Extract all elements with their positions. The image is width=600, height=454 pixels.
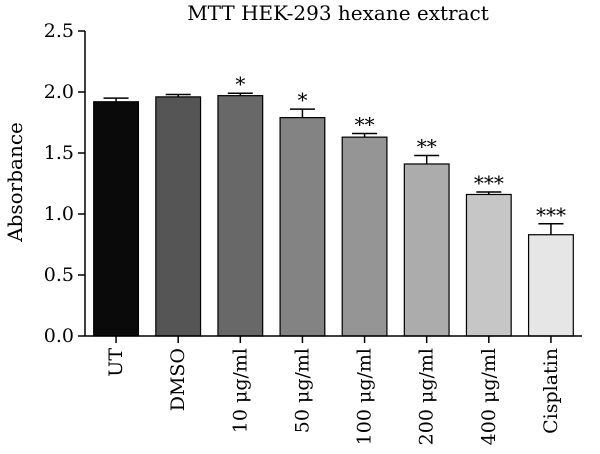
significance-label: ** bbox=[355, 112, 375, 136]
y-tick-label: 0.0 bbox=[44, 325, 74, 347]
significance-label: *** bbox=[474, 171, 504, 195]
error-bars-layer bbox=[103, 92, 564, 235]
chart-title: MTT HEK-293 hexane extract bbox=[187, 1, 489, 25]
significance-label: ** bbox=[417, 134, 437, 158]
y-tick-label: 1.0 bbox=[44, 203, 74, 225]
bar bbox=[93, 101, 140, 337]
x-tick-label: Cisplatin bbox=[540, 348, 562, 434]
y-axis-label: Absorbance bbox=[3, 122, 27, 243]
x-tick-label: 50 μg/ml bbox=[291, 348, 313, 433]
significance-label: *** bbox=[536, 203, 566, 227]
y-tick-label: 0.5 bbox=[44, 264, 74, 286]
y-ticks-layer: 0.0 0.5 1.0 1.5 2.0 2.5 bbox=[44, 20, 85, 347]
y-tick-label: 1.5 bbox=[44, 142, 74, 164]
x-tick-label: DMSO bbox=[167, 348, 189, 411]
bar bbox=[465, 193, 512, 337]
x-ticks-layer: UT DMSO 10 μg/ml 50 μg/ml 100 μg/ml 200 μg/ml… bbox=[105, 336, 562, 445]
bar bbox=[341, 136, 388, 337]
significance-label: * bbox=[297, 88, 307, 112]
significance-label: * bbox=[235, 72, 245, 96]
bar bbox=[155, 96, 202, 337]
bar bbox=[527, 234, 574, 337]
bar bbox=[217, 95, 264, 337]
bar bbox=[279, 117, 326, 337]
x-tick-label: 10 μg/ml bbox=[229, 348, 251, 433]
y-tick-label: 2.0 bbox=[44, 81, 74, 103]
significance-layer: ************ bbox=[235, 72, 566, 227]
bar bbox=[403, 163, 450, 337]
x-tick-label: 200 μg/ml bbox=[416, 348, 438, 445]
x-tick-label: 400 μg/ml bbox=[478, 348, 500, 445]
y-tick-label: 2.5 bbox=[44, 20, 74, 42]
bars-layer bbox=[93, 95, 574, 337]
x-tick-label: 100 μg/ml bbox=[354, 348, 376, 445]
x-tick-label: UT bbox=[105, 348, 127, 377]
